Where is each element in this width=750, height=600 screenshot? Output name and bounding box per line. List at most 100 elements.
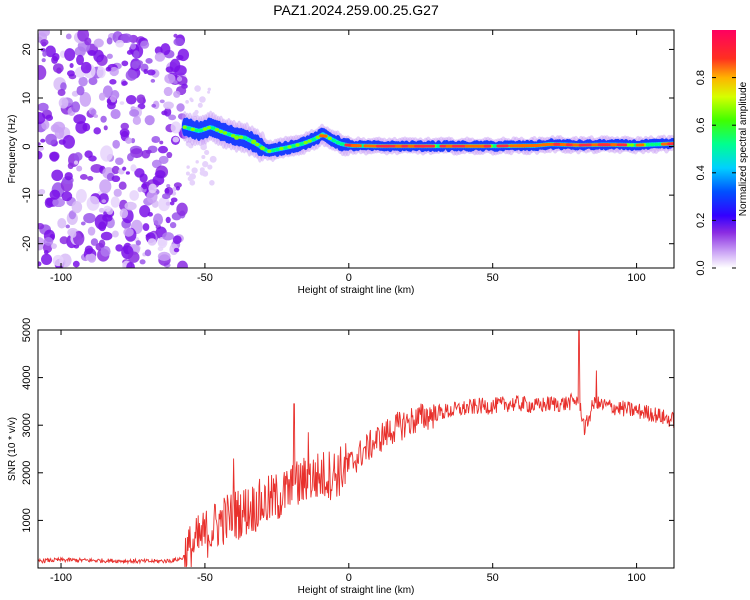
noise-blob [170, 121, 182, 134]
noise-blob [71, 101, 81, 113]
noise-blob [57, 218, 67, 229]
noise-blob [185, 100, 189, 104]
noise-blob [125, 95, 137, 105]
noise-blob [207, 90, 211, 94]
noise-blob [164, 187, 170, 195]
colorbar-gradient [712, 30, 736, 268]
noise-blob [80, 61, 92, 74]
y-tick-label: 3000 [21, 413, 33, 437]
ridge-core-green [255, 142, 260, 147]
noise-blob [130, 137, 136, 144]
noise-blob [139, 173, 148, 183]
noise-blob [43, 237, 54, 246]
noise-blob [38, 102, 49, 112]
y-tick-label: 10 [21, 92, 33, 104]
noise-blob [77, 30, 90, 42]
noise-blob [121, 80, 128, 86]
noise-blob [101, 199, 107, 204]
ridge-core-green [299, 142, 304, 146]
ridge-core-green [251, 139, 257, 144]
ridge-core-green [238, 135, 244, 139]
snr-plot-area [38, 330, 674, 568]
noise-blob [38, 65, 47, 80]
noise-blob [135, 240, 141, 246]
noise-blob [152, 174, 165, 186]
noise-blob [38, 111, 46, 125]
snr-ticks: -100 -50 0 50 100 1000 2000 3000 4000 5000 [21, 318, 674, 584]
noise-blob [142, 183, 148, 190]
noise-blob [170, 197, 178, 203]
ridge-core-green [247, 138, 252, 142]
ridge-core-green [226, 132, 232, 137]
ridge-core-green [218, 129, 224, 134]
noise-blob [162, 232, 174, 241]
noise-blob [93, 49, 104, 63]
noise-region [38, 30, 217, 268]
noise-blob [129, 190, 140, 201]
noise-blob [68, 210, 77, 220]
noise-blob [73, 152, 83, 161]
noise-blob [88, 77, 98, 86]
ridge-core-green [190, 127, 196, 132]
noise-blob [148, 183, 157, 194]
noise-blob [52, 63, 64, 74]
noise-blob [186, 165, 190, 169]
noise-blob [191, 167, 198, 174]
noise-blob [169, 201, 175, 206]
noise-blob [98, 239, 106, 248]
chart-title: PAZ1.2024.259.00.25.G27 [273, 2, 439, 18]
noise-blob [102, 85, 113, 98]
noise-blob [119, 101, 125, 105]
noise-blob [145, 233, 151, 238]
ridge-core-green [311, 137, 316, 142]
noise-blob [195, 160, 199, 164]
noise-blob [57, 89, 66, 97]
noise-blob [111, 175, 121, 183]
noise-blob [169, 221, 177, 229]
x-tick-label: -50 [197, 272, 213, 284]
noise-blob [64, 172, 73, 181]
noise-blob [84, 245, 94, 255]
noise-blob [159, 99, 165, 104]
noise-blob [157, 145, 169, 154]
noise-blob [173, 37, 185, 46]
noise-blob [111, 165, 120, 175]
noise-blob [125, 171, 130, 175]
noise-blob [173, 247, 180, 253]
ridge-core-green [202, 127, 208, 131]
noise-blob [38, 261, 42, 267]
ridge-core-green [339, 142, 345, 146]
noise-blob [76, 54, 85, 66]
noise-blob [88, 155, 97, 162]
noise-blob [150, 78, 156, 83]
noise-blob [127, 153, 134, 162]
noise-blob [73, 114, 86, 125]
noise-blob [103, 205, 111, 212]
noise-blob [190, 98, 194, 103]
noise-blob [97, 65, 103, 71]
y-tick-label: 2000 [21, 461, 33, 485]
noise-blob [131, 61, 139, 69]
spectrogram-xlabel: Height of straight line (km) [298, 285, 415, 296]
noise-blob [144, 249, 152, 257]
noise-blob [90, 238, 99, 246]
ridge-core-green [267, 149, 272, 153]
noise-blob [45, 133, 57, 146]
noise-blob [50, 243, 57, 250]
noise-blob [66, 70, 75, 77]
noise-blob [161, 193, 171, 200]
noise-blob [165, 216, 171, 224]
x-tick-label: -100 [50, 272, 72, 284]
noise-blob [130, 43, 137, 50]
noise-blob [93, 127, 101, 135]
ridge-core-green [186, 126, 191, 130]
noise-blob [42, 50, 47, 57]
ridge-core-green [259, 146, 265, 151]
noise-blob [204, 149, 210, 155]
noise-blob [176, 54, 184, 61]
noise-blob [168, 114, 177, 121]
colorbar-label: Normalized spectral amplitude [738, 81, 749, 216]
ridge-core-green [283, 146, 288, 150]
noise-blob [172, 136, 180, 143]
